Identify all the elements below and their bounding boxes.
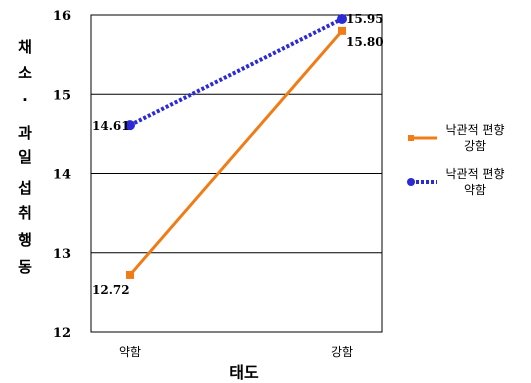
y-axis-title-char: 일 <box>18 148 32 166</box>
x-axis-title: 태도 <box>229 363 259 382</box>
y-tick-label: 13 <box>53 247 71 262</box>
plot-area-frame <box>90 14 383 333</box>
legend-label: 약함 <box>464 182 486 197</box>
y-axis-title-char: 동 <box>18 258 32 276</box>
legend-label: 낙관적 편향 <box>445 123 504 137</box>
data-label: 14.61 <box>92 119 130 133</box>
gridlines <box>91 93 382 254</box>
legend-marker <box>407 178 415 186</box>
legend-label: 강함 <box>464 139 486 153</box>
y-tick-labels: 12 13 14 15 16 <box>53 9 71 341</box>
series-line <box>128 29 344 276</box>
x-tick-labels: 약함 강함 <box>119 344 353 359</box>
y-axis-title-char: 행 <box>18 231 32 249</box>
x-tick-label: 강함 <box>331 345 353 359</box>
y-tick-label: 15 <box>53 88 71 103</box>
data-point <box>337 13 347 24</box>
data-label: 15.80 <box>346 35 384 49</box>
data-label: 15.95 <box>346 12 384 26</box>
y-tick-label: 16 <box>53 9 71 24</box>
series-lines <box>125 13 347 279</box>
y-axis-title-char: 취 <box>18 204 32 222</box>
y-axis-title-char: 섭 <box>18 179 32 197</box>
data-label: 12.72 <box>92 283 130 297</box>
data-labels: 12.72 15.80 14.61 15.95 <box>92 12 384 297</box>
x-tick-label: 약함 <box>119 344 141 359</box>
y-axis-title-char: · <box>22 91 28 109</box>
y-tick-label: 14 <box>53 168 71 183</box>
legend-label: 낙관적 편향 <box>445 167 504 181</box>
data-point <box>126 270 134 279</box>
series-line <box>129 17 343 127</box>
y-axis-title-char: 소 <box>18 64 32 82</box>
y-tick-label: 12 <box>53 326 71 341</box>
legend-marker <box>408 135 414 141</box>
data-point <box>125 120 135 131</box>
y-axis-title-char: 과 <box>18 124 32 142</box>
y-axis-title-char: 채 <box>18 38 32 56</box>
data-point <box>338 26 346 35</box>
